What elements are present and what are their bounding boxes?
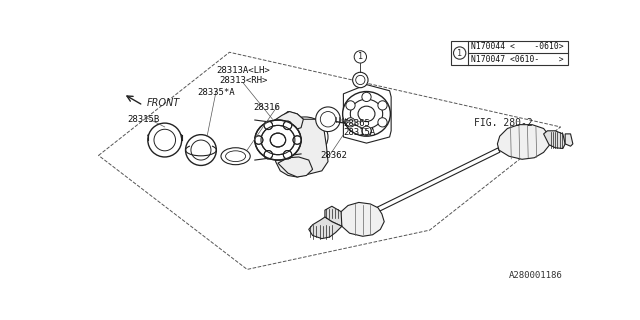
Text: 28315B: 28315B — [127, 115, 159, 124]
Ellipse shape — [255, 120, 301, 160]
Ellipse shape — [148, 132, 182, 139]
Ellipse shape — [270, 133, 285, 147]
Circle shape — [154, 129, 175, 151]
Ellipse shape — [342, 92, 390, 136]
Ellipse shape — [358, 106, 375, 122]
Text: 1: 1 — [457, 49, 462, 58]
Polygon shape — [543, 131, 565, 148]
Text: N170047 <0610-    >: N170047 <0610- > — [471, 55, 564, 64]
Text: 28335*A: 28335*A — [198, 88, 235, 97]
Text: N170044 <    -0610>: N170044 < -0610> — [471, 42, 564, 52]
Circle shape — [378, 118, 387, 127]
Circle shape — [346, 118, 355, 127]
Circle shape — [284, 150, 292, 159]
Text: FIG. 280-2: FIG. 280-2 — [474, 118, 533, 128]
Polygon shape — [340, 203, 384, 236]
Polygon shape — [565, 134, 573, 146]
Circle shape — [255, 136, 263, 144]
Text: 1: 1 — [358, 52, 363, 61]
Circle shape — [454, 47, 466, 59]
Polygon shape — [497, 124, 550, 159]
Polygon shape — [273, 112, 303, 131]
Polygon shape — [377, 148, 500, 212]
Circle shape — [354, 51, 367, 63]
Circle shape — [191, 140, 211, 160]
Ellipse shape — [350, 99, 383, 129]
Polygon shape — [278, 157, 312, 177]
Circle shape — [356, 75, 365, 84]
Circle shape — [378, 101, 387, 110]
Text: 28313A<LH>: 28313A<LH> — [216, 66, 270, 75]
Text: 28316: 28316 — [253, 103, 280, 112]
Text: A280001186: A280001186 — [509, 271, 563, 280]
Ellipse shape — [282, 117, 328, 157]
Ellipse shape — [261, 125, 295, 155]
Text: 28365: 28365 — [344, 119, 371, 128]
Circle shape — [264, 121, 273, 130]
Polygon shape — [344, 84, 391, 143]
Circle shape — [346, 101, 355, 110]
Polygon shape — [274, 112, 328, 177]
Text: FRONT: FRONT — [147, 98, 180, 108]
Circle shape — [362, 92, 371, 101]
Text: 28313<RH>: 28313<RH> — [219, 76, 268, 85]
Ellipse shape — [225, 151, 246, 162]
Text: 28362: 28362 — [320, 151, 347, 160]
Bar — [451, 41, 568, 65]
Circle shape — [362, 126, 371, 135]
Circle shape — [353, 72, 368, 88]
Circle shape — [186, 135, 216, 165]
Circle shape — [320, 112, 336, 127]
Circle shape — [293, 136, 301, 144]
Circle shape — [264, 150, 273, 159]
Ellipse shape — [221, 148, 250, 165]
Circle shape — [284, 121, 292, 130]
Polygon shape — [308, 217, 342, 239]
Circle shape — [148, 123, 182, 157]
Polygon shape — [325, 206, 342, 226]
Text: 28315A: 28315A — [344, 128, 376, 137]
Circle shape — [316, 107, 340, 132]
